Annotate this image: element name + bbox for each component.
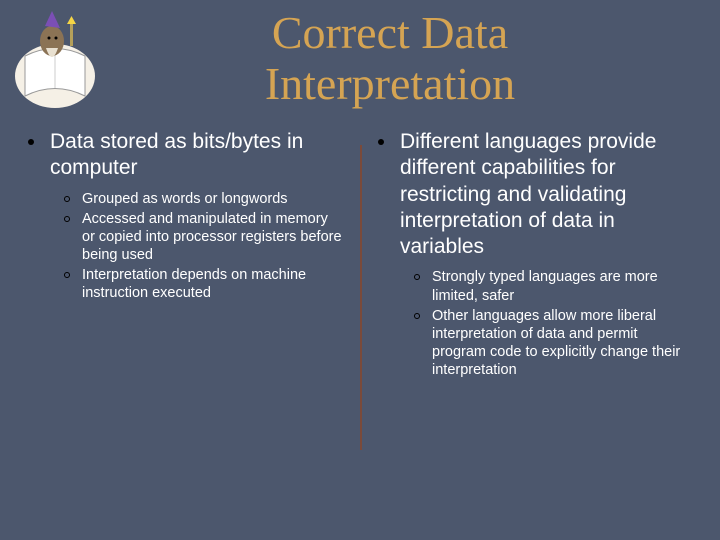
sub-bullet-item: Grouped as words or longwords — [64, 190, 342, 208]
left-column: Data stored as bits/bytes in computer Gr… — [10, 129, 360, 381]
bullet-dot — [28, 139, 34, 145]
bullet-circle — [64, 196, 70, 202]
title-line-2: Interpretation — [265, 58, 515, 109]
right-main-bullet: Different languages provide different ca… — [378, 129, 692, 260]
right-sub-1: Other languages allow more liberal inter… — [432, 307, 692, 380]
bullet-dot — [378, 139, 384, 145]
left-sub-0: Grouped as words or longwords — [82, 190, 288, 208]
sub-bullet-item: Strongly typed languages are more limite… — [414, 268, 692, 304]
slide-title: Correct Data Interpretation — [100, 0, 680, 109]
left-sub-list: Grouped as words or longwords Accessed a… — [64, 190, 342, 303]
content-area: Data stored as bits/bytes in computer Gr… — [0, 109, 720, 381]
right-sub-0: Strongly typed languages are more limite… — [432, 268, 692, 304]
right-main-text: Different languages provide different ca… — [400, 129, 692, 260]
left-main-text: Data stored as bits/bytes in computer — [50, 129, 342, 182]
left-sub-2: Interpretation depends on machine instru… — [82, 266, 342, 302]
left-main-bullet: Data stored as bits/bytes in computer — [28, 129, 342, 182]
sub-bullet-item: Interpretation depends on machine instru… — [64, 266, 342, 302]
sub-bullet-item: Other languages allow more liberal inter… — [414, 307, 692, 380]
bullet-circle — [414, 313, 420, 319]
bullet-circle — [64, 216, 70, 222]
title-line-1: Correct Data — [272, 7, 508, 58]
bullet-circle — [414, 274, 420, 280]
right-sub-list: Strongly typed languages are more limite… — [414, 268, 692, 379]
right-column: Different languages provide different ca… — [360, 129, 710, 381]
clipart-wizard-book — [10, 6, 100, 116]
sub-bullet-item: Accessed and manipulated in memory or co… — [64, 210, 342, 264]
left-sub-1: Accessed and manipulated in memory or co… — [82, 210, 342, 264]
bullet-circle — [64, 272, 70, 278]
